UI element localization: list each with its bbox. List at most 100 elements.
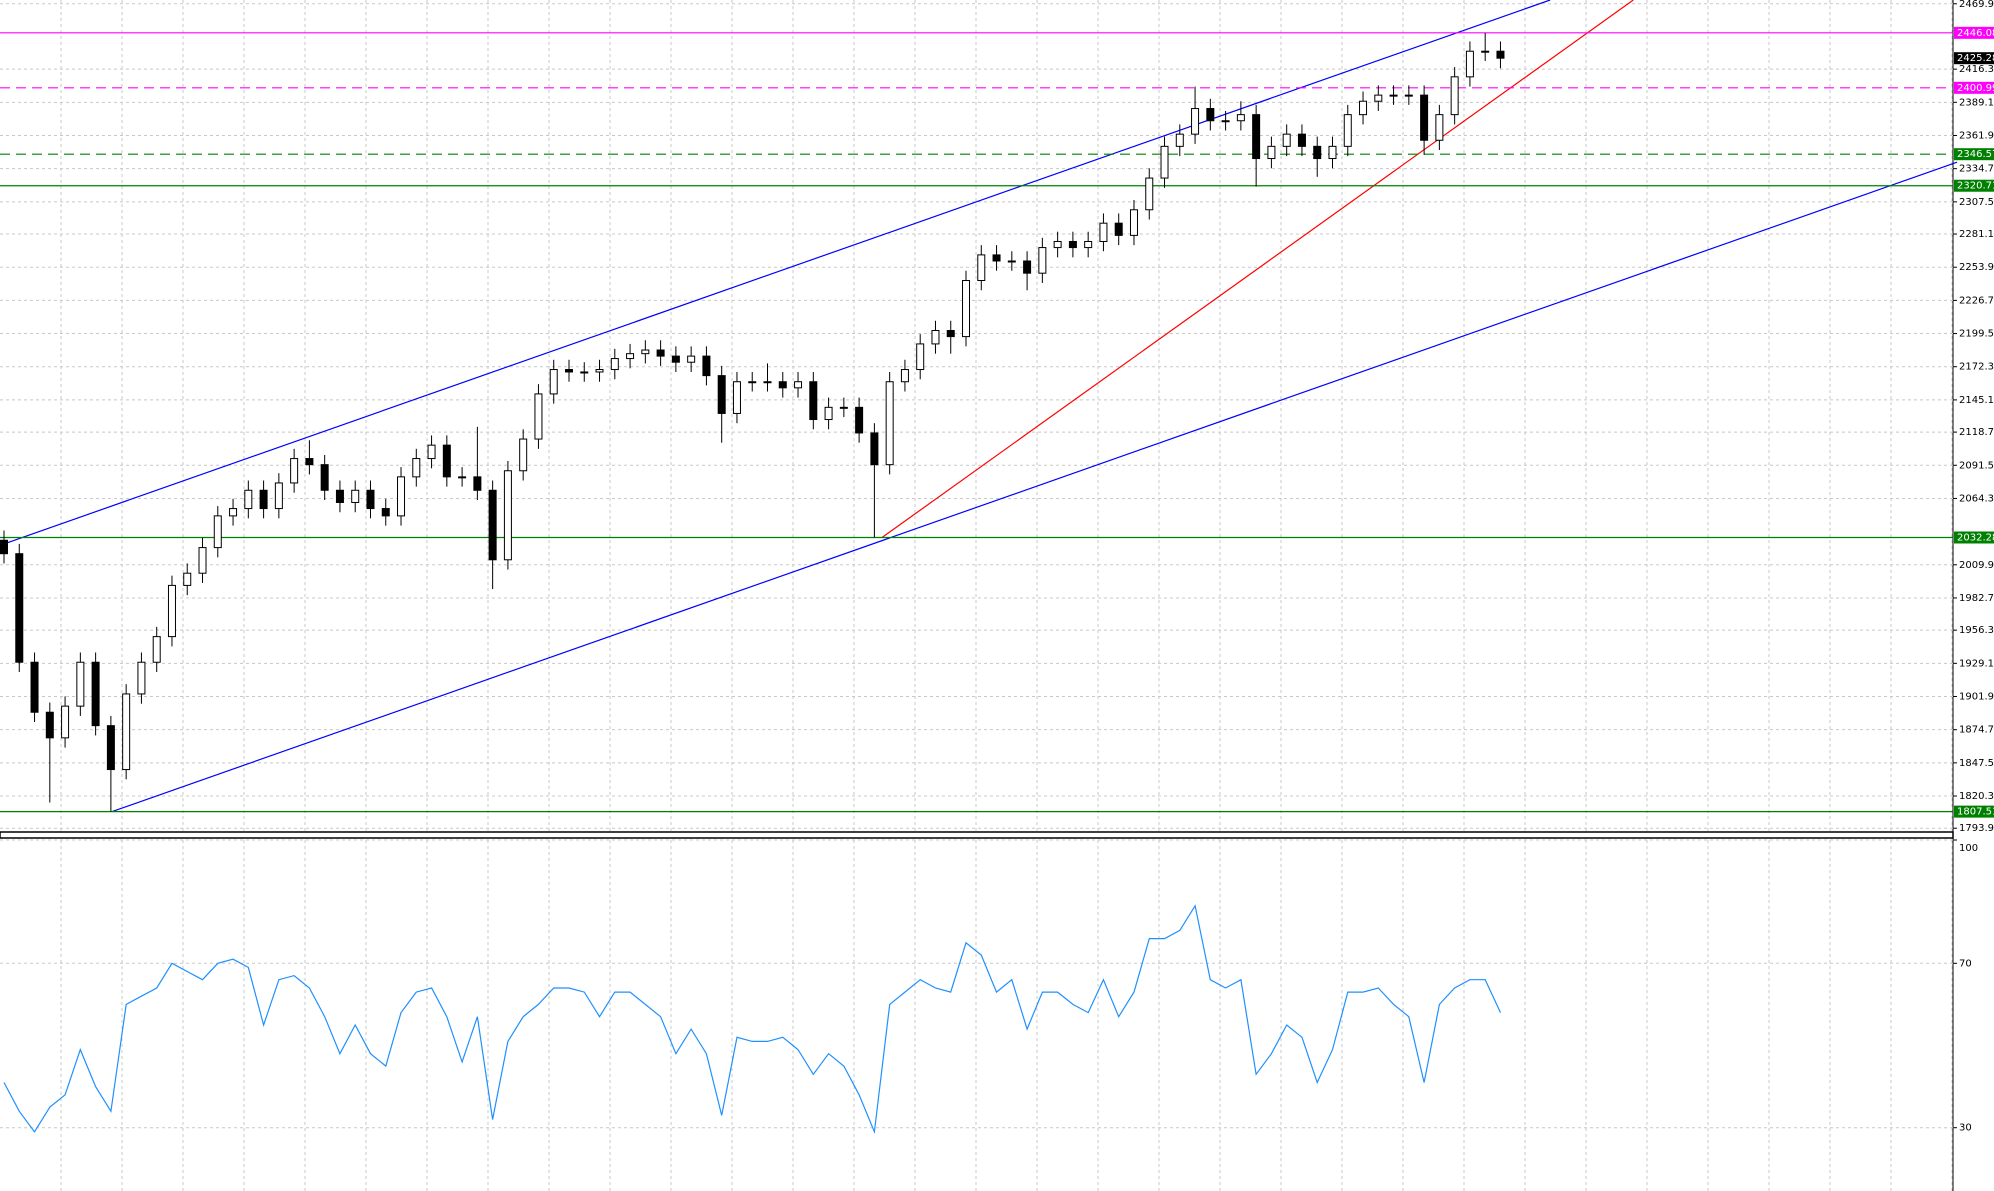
y-tick-label: 2145.10 — [1959, 395, 1994, 406]
candle-body — [778, 381, 787, 389]
candle-body — [427, 444, 436, 460]
y-tick-label: 1901.90 — [1959, 692, 1994, 703]
level-label: 2032.28 — [1957, 532, 1994, 543]
y-tick-label: 2416.30 — [1959, 64, 1994, 75]
candle-body — [1389, 94, 1398, 97]
level-label-box — [1954, 26, 1994, 39]
candle-body — [885, 381, 894, 466]
candle-body — [442, 444, 451, 478]
candle-body — [1236, 114, 1245, 122]
candle-body — [748, 381, 757, 384]
candle-body — [1068, 240, 1077, 249]
candle-body — [1206, 108, 1215, 122]
candle-body — [549, 369, 558, 395]
candle-body — [244, 489, 253, 510]
candle-body — [992, 254, 1001, 262]
candle-body — [1114, 222, 1123, 236]
y-tick-label: 2091.50 — [1959, 460, 1994, 471]
y-tick-label: 2199.50 — [1959, 329, 1994, 340]
candle-body — [15, 553, 24, 663]
candle-body — [1252, 114, 1261, 160]
candle-body — [152, 636, 161, 663]
candle-body — [1343, 114, 1352, 147]
candle-body — [381, 508, 390, 517]
candle-body — [1267, 145, 1276, 160]
y-tick-label: 1929.10 — [1959, 658, 1994, 669]
candle-body — [366, 489, 375, 510]
candle-body — [30, 661, 39, 713]
candle-body — [946, 330, 955, 338]
candle-body — [412, 458, 421, 478]
level-label-box — [1954, 179, 1994, 192]
candle-body — [229, 508, 238, 517]
candle-body — [962, 280, 971, 338]
candle-body — [794, 381, 803, 389]
candle-body — [717, 375, 726, 414]
candle-body — [61, 705, 70, 739]
candle-body — [671, 355, 680, 363]
candle-body — [335, 489, 344, 503]
candle-body — [1313, 145, 1322, 160]
y-tick-label: 30 — [1959, 1123, 1972, 1134]
candle-body — [656, 349, 665, 357]
level-label: 2346.57 — [1957, 149, 1994, 160]
candle-body — [458, 476, 467, 479]
candle-body — [305, 458, 314, 466]
y-tick-label: 2389.10 — [1959, 97, 1994, 108]
y-tick-label: 1820.30 — [1959, 791, 1994, 802]
candle-body — [1160, 145, 1169, 179]
candle-body — [488, 489, 497, 561]
y-tick-label: 2009.90 — [1959, 560, 1994, 571]
candle-body — [1282, 133, 1291, 147]
candle-body — [732, 381, 741, 414]
candle-body — [198, 547, 207, 574]
candle-body — [870, 432, 879, 466]
candle-body — [122, 693, 131, 771]
candle-body — [1496, 50, 1505, 59]
trend-line — [3, 0, 1551, 545]
candle-body — [106, 725, 115, 771]
candle-body — [259, 489, 268, 510]
y-tick-label: 2118.70 — [1959, 427, 1994, 438]
y-tick-label: 2281.10 — [1959, 229, 1994, 240]
candle-body — [824, 406, 833, 421]
candle-body — [473, 476, 482, 491]
candle-body — [931, 330, 940, 345]
candle-body — [45, 711, 54, 739]
candle-body — [1084, 240, 1093, 249]
level-label-box — [1954, 805, 1994, 818]
candle-body — [900, 369, 909, 383]
candle-body — [1145, 177, 1154, 211]
y-tick-label: 2469.90 — [1959, 0, 1994, 10]
candle-body — [1465, 50, 1474, 78]
candle-body — [1481, 50, 1490, 53]
level-label: 1807.51 — [1957, 807, 1994, 818]
trend-line — [881, 0, 1634, 538]
level-label-box — [1954, 148, 1994, 161]
candle-body — [1359, 100, 1368, 116]
candle-body — [855, 406, 864, 434]
candle-body — [1007, 260, 1016, 263]
trend-line — [111, 161, 1958, 813]
candle-body — [1374, 94, 1383, 102]
candle-body — [1099, 222, 1108, 242]
y-tick-label: 2064.30 — [1959, 493, 1994, 504]
y-tick-label: 1847.50 — [1959, 758, 1994, 769]
y-tick-label: 100 — [1959, 843, 1978, 854]
candle-body — [183, 572, 192, 586]
candle-body — [1221, 120, 1230, 123]
candle-body — [641, 349, 650, 355]
candle-body — [519, 438, 528, 472]
candle-body — [274, 482, 283, 510]
candle-body — [595, 369, 604, 373]
candle-body — [1175, 133, 1184, 147]
candle-body — [213, 515, 222, 549]
y-tick-label: 2253.90 — [1959, 262, 1994, 273]
candle-body — [610, 358, 619, 371]
level-label: 2400.99 — [1957, 83, 1994, 94]
candle-body — [839, 406, 848, 409]
candle-body — [687, 355, 696, 363]
candle-body — [1404, 94, 1413, 97]
